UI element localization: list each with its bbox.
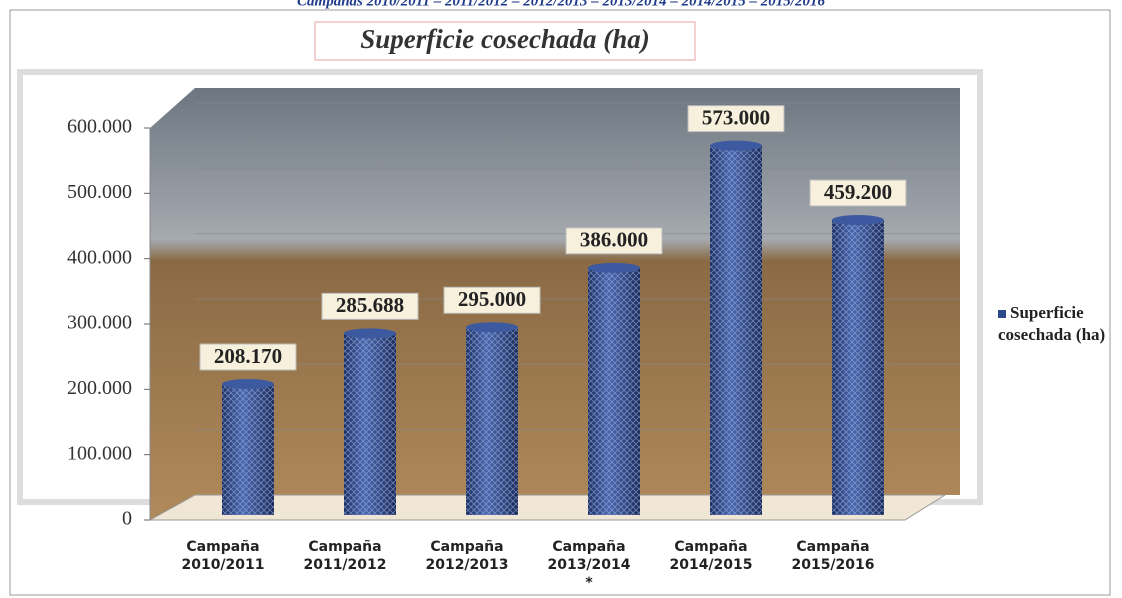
bar-top (344, 328, 396, 339)
value-label: 208.170 (214, 344, 282, 368)
bar-texture (466, 327, 518, 515)
x-tick-label: Campaña 2014/2015 (669, 539, 753, 573)
value-label-box (565, 227, 663, 255)
legend-label: Superficie cosechada (ha) (998, 303, 1106, 344)
value-label: 386.000 (580, 228, 648, 252)
bar-texture (344, 333, 396, 515)
subtitle: Campañas 2010/2011 – 2011/2012 – 2012/20… (297, 0, 825, 9)
x-tick-label: Campaña 2015/2016 (791, 539, 875, 573)
y-tick-label: 600.000 (67, 116, 132, 138)
y-tick-label: 300.000 (67, 312, 132, 334)
chart-title: Superficie cosechada (ha) (360, 24, 649, 54)
bar-top (588, 262, 640, 273)
bar-top (222, 378, 274, 389)
value-label: 573.000 (702, 105, 770, 129)
bar-top (832, 214, 884, 225)
y-tick-label: 500.000 (67, 181, 132, 203)
bar-texture (588, 267, 640, 515)
x-tick-label: Campaña 2011/2012 (303, 539, 387, 573)
bar-texture (832, 219, 884, 516)
value-label: 295.000 (458, 287, 526, 311)
y-tick-label: 100.000 (67, 442, 132, 464)
value-label-box (687, 105, 785, 133)
bar-top (466, 322, 518, 333)
y-tick-label: 0 (122, 508, 132, 530)
value-label: 285.688 (336, 293, 404, 317)
value-label-box (199, 343, 297, 371)
y-tick-label: 400.000 (67, 246, 132, 268)
bar-texture (222, 383, 274, 515)
title-box (314, 21, 696, 61)
value-label-box (321, 292, 419, 320)
bar-texture (710, 145, 762, 515)
x-tick-label: Campaña 2013/2014 * (547, 539, 631, 591)
value-label-box (809, 179, 907, 207)
legend-swatch (998, 310, 1006, 319)
x-tick-label: Campaña 2010/2011 (181, 539, 265, 573)
bar-top (710, 140, 762, 151)
value-label: 459.200 (824, 180, 892, 204)
y-tick-label: 200.000 (67, 377, 132, 399)
value-label-box (443, 286, 541, 314)
x-tick-label: Campaña 2012/2013 (425, 539, 509, 573)
legend: Superficie cosechada (ha) (998, 302, 1108, 346)
